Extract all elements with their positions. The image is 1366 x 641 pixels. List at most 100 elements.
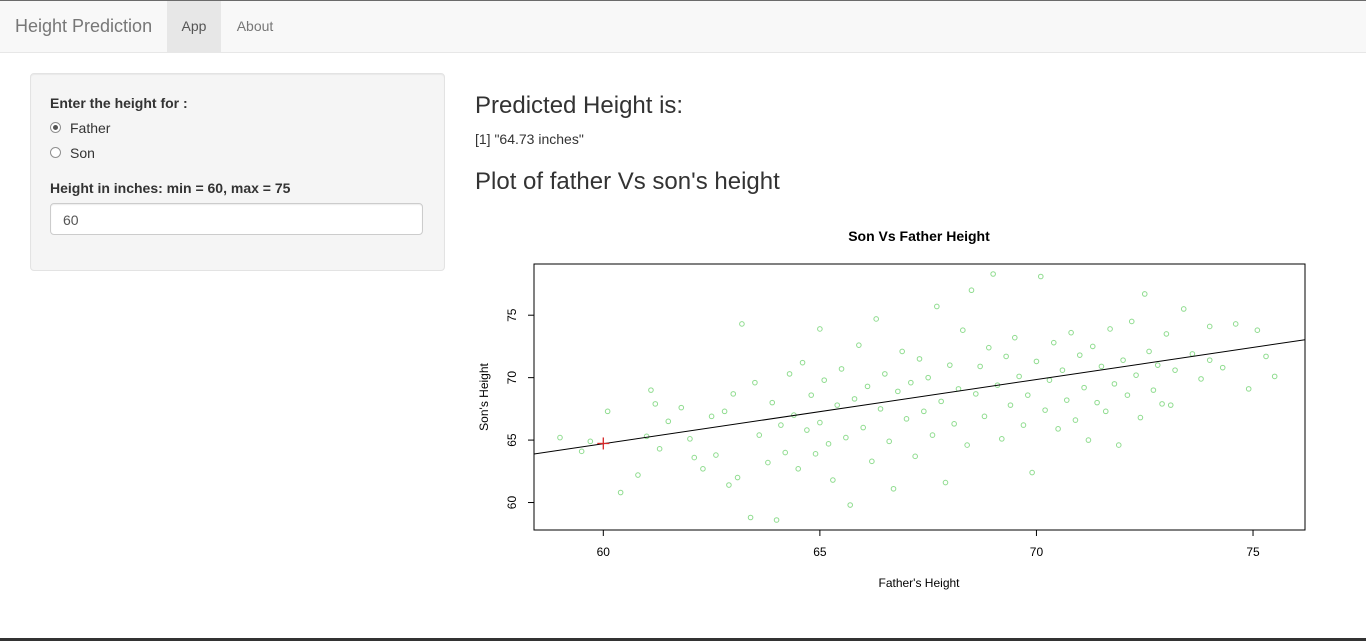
data-point xyxy=(804,427,810,433)
data-point xyxy=(786,371,793,377)
data-point xyxy=(908,379,914,386)
data-point xyxy=(860,424,866,431)
data-point xyxy=(1098,363,1105,370)
radio-label-father[interactable]: Father xyxy=(70,120,111,136)
data-point xyxy=(734,474,741,481)
data-point xyxy=(587,438,594,445)
data-point xyxy=(899,348,905,355)
data-point xyxy=(1180,306,1187,312)
data-point xyxy=(925,374,931,381)
data-point xyxy=(795,466,802,472)
navbar: Height Prediction App About xyxy=(0,1,1366,53)
x-tick-label: 60 xyxy=(597,545,611,559)
data-point xyxy=(756,432,763,438)
data-point xyxy=(617,489,624,496)
height-input[interactable]: 60 xyxy=(50,203,423,235)
data-point xyxy=(652,401,659,407)
data-point xyxy=(834,402,841,408)
data-point xyxy=(1029,469,1035,476)
data-point xyxy=(752,379,758,386)
x-axis-label: Father's Height xyxy=(879,576,961,590)
data-point xyxy=(665,418,672,425)
data-point xyxy=(830,477,836,483)
data-point xyxy=(1115,442,1122,448)
data-point xyxy=(873,316,879,322)
data-point xyxy=(1050,339,1057,346)
y-tick-label: 65 xyxy=(505,433,519,447)
data-point xyxy=(1081,384,1087,391)
prediction-output: [1] "64.73 inches" xyxy=(475,131,584,147)
data-point xyxy=(1076,352,1083,358)
data-point xyxy=(947,362,953,368)
data-point xyxy=(1150,387,1157,393)
data-point xyxy=(769,399,776,406)
tab-app[interactable]: App xyxy=(167,1,221,52)
data-point xyxy=(739,321,745,327)
data-point xyxy=(1085,437,1092,443)
regression-line xyxy=(534,339,1305,455)
data-point xyxy=(1232,321,1239,327)
data-point xyxy=(912,453,918,460)
data-point xyxy=(687,436,693,442)
data-point xyxy=(747,514,754,521)
x-tick-label: 70 xyxy=(1030,545,1044,559)
data-point xyxy=(964,442,970,448)
data-point xyxy=(1172,367,1178,373)
radio-button-father[interactable] xyxy=(50,122,61,133)
data-point xyxy=(864,383,871,390)
data-point xyxy=(1154,362,1161,368)
data-point xyxy=(1137,414,1144,421)
data-point xyxy=(825,441,832,447)
data-point xyxy=(1003,353,1009,360)
data-point xyxy=(1094,399,1100,406)
plot-frame xyxy=(533,263,1306,531)
data-point xyxy=(981,413,988,420)
data-point xyxy=(817,419,823,426)
data-point xyxy=(1163,331,1170,337)
data-point xyxy=(1107,326,1113,332)
x-tick-label: 65 xyxy=(813,545,827,559)
data-point xyxy=(977,363,983,370)
y-axis-label: Son's Height xyxy=(477,363,491,431)
data-point xyxy=(604,408,611,415)
data-point xyxy=(821,377,828,383)
data-point xyxy=(773,517,780,523)
data-point xyxy=(1011,334,1018,341)
data-point xyxy=(726,482,732,488)
data-point xyxy=(1068,329,1074,336)
data-point xyxy=(938,398,944,405)
data-point xyxy=(929,432,936,438)
data-point xyxy=(817,326,823,332)
data-point xyxy=(838,366,845,372)
radio-button-son[interactable] xyxy=(50,147,61,158)
data-point xyxy=(1263,353,1269,360)
data-point xyxy=(700,466,706,472)
data-point xyxy=(960,327,966,333)
data-point xyxy=(730,391,737,397)
data-point xyxy=(1072,417,1079,423)
data-point xyxy=(812,451,819,457)
data-point xyxy=(1016,373,1022,380)
data-point xyxy=(1159,401,1165,407)
data-point xyxy=(648,387,654,393)
data-points xyxy=(557,271,1278,523)
data-point xyxy=(1245,386,1252,392)
tab-about[interactable]: About xyxy=(236,18,274,34)
radio-label-son[interactable]: Son xyxy=(70,145,95,161)
data-point xyxy=(916,356,923,362)
data-point xyxy=(643,433,650,440)
data-point xyxy=(656,446,663,452)
data-point xyxy=(1033,358,1040,365)
data-point xyxy=(843,434,849,441)
scatter-plot: Son Vs Father Height Father's Height Son… xyxy=(477,228,1306,590)
data-point xyxy=(882,371,888,377)
data-point xyxy=(1059,367,1066,373)
window-top-border xyxy=(0,0,1366,1)
data-point xyxy=(1254,327,1261,333)
data-point xyxy=(921,408,927,415)
data-point xyxy=(635,472,641,478)
data-point xyxy=(1102,408,1109,415)
navbar-brand[interactable]: Height Prediction xyxy=(15,16,153,36)
data-point xyxy=(1206,323,1213,330)
data-point xyxy=(1063,397,1070,403)
